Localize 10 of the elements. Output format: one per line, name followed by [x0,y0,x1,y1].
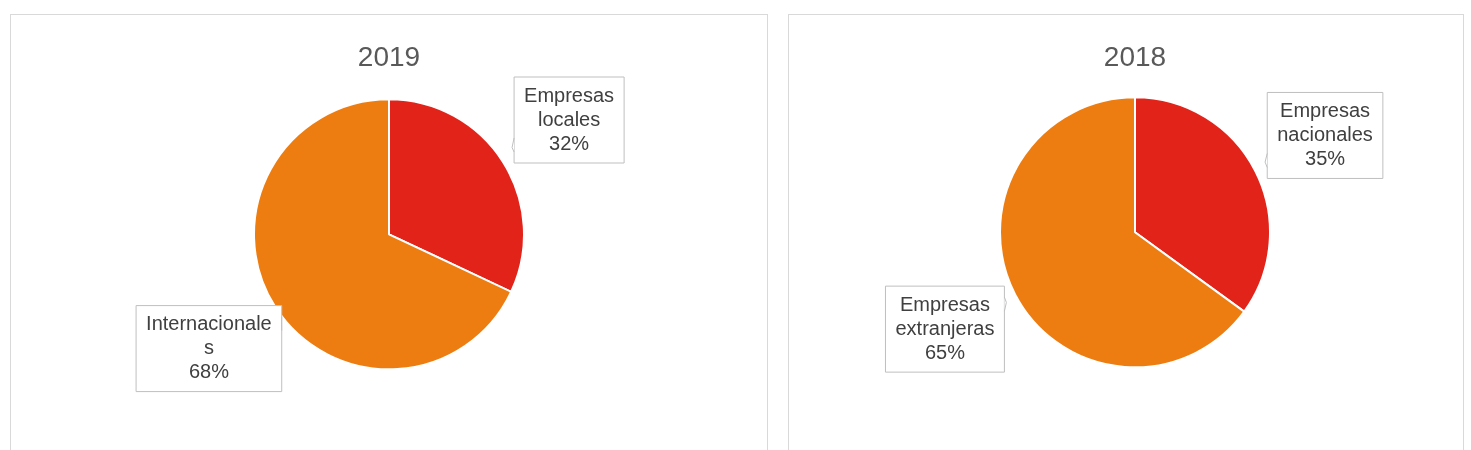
data-label: 35% [1305,146,1346,169]
slice-label: Empresas locales [524,83,615,130]
data-label: 32% [549,131,590,154]
data-label: 65% [924,340,966,363]
chart-title: 2018 [1103,40,1167,72]
chart-title: 2019 [357,40,421,72]
slice-label: Empresas nacionales [1277,98,1373,145]
slice-label: Empresas extranjeras [895,292,995,339]
data-label: 68% [188,360,230,383]
slice-label: Internacionales [146,312,272,359]
